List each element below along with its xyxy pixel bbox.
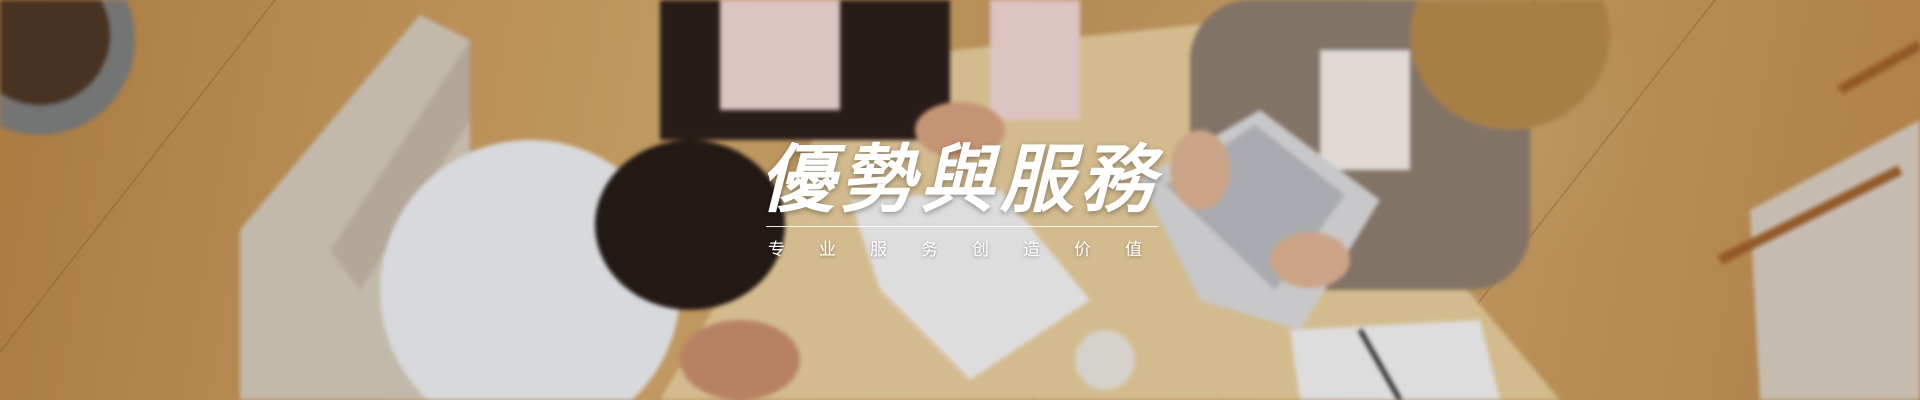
person-left-head (595, 140, 785, 310)
pen (1357, 328, 1403, 400)
plant-soil (0, 0, 110, 105)
water-glass (1075, 330, 1135, 390)
headline-block: 優勢與服務 专业服务创造价值 (760, 138, 1160, 260)
person-right-hand (1270, 232, 1350, 288)
armchair-left-arm (330, 40, 470, 290)
person-top-sleeve (990, 0, 1080, 120)
person-top-sleeve (720, 0, 840, 110)
person-top-hand (915, 102, 1005, 158)
document-paper (1290, 320, 1500, 400)
person-right-shirt (1320, 50, 1410, 170)
person-right-hair (1410, 0, 1610, 130)
person-right-hand (1170, 130, 1230, 210)
person-left-arm (680, 320, 800, 400)
document-paper (850, 190, 1090, 380)
chair-leg (1837, 40, 1920, 95)
banner-headline: 優勢與服務 (760, 137, 1160, 223)
banner-subheadline: 专业服务创造价值 (768, 240, 1176, 260)
chair-leg (1717, 165, 1903, 265)
chair-right (1750, 120, 1920, 400)
headline-divider (766, 226, 1158, 227)
